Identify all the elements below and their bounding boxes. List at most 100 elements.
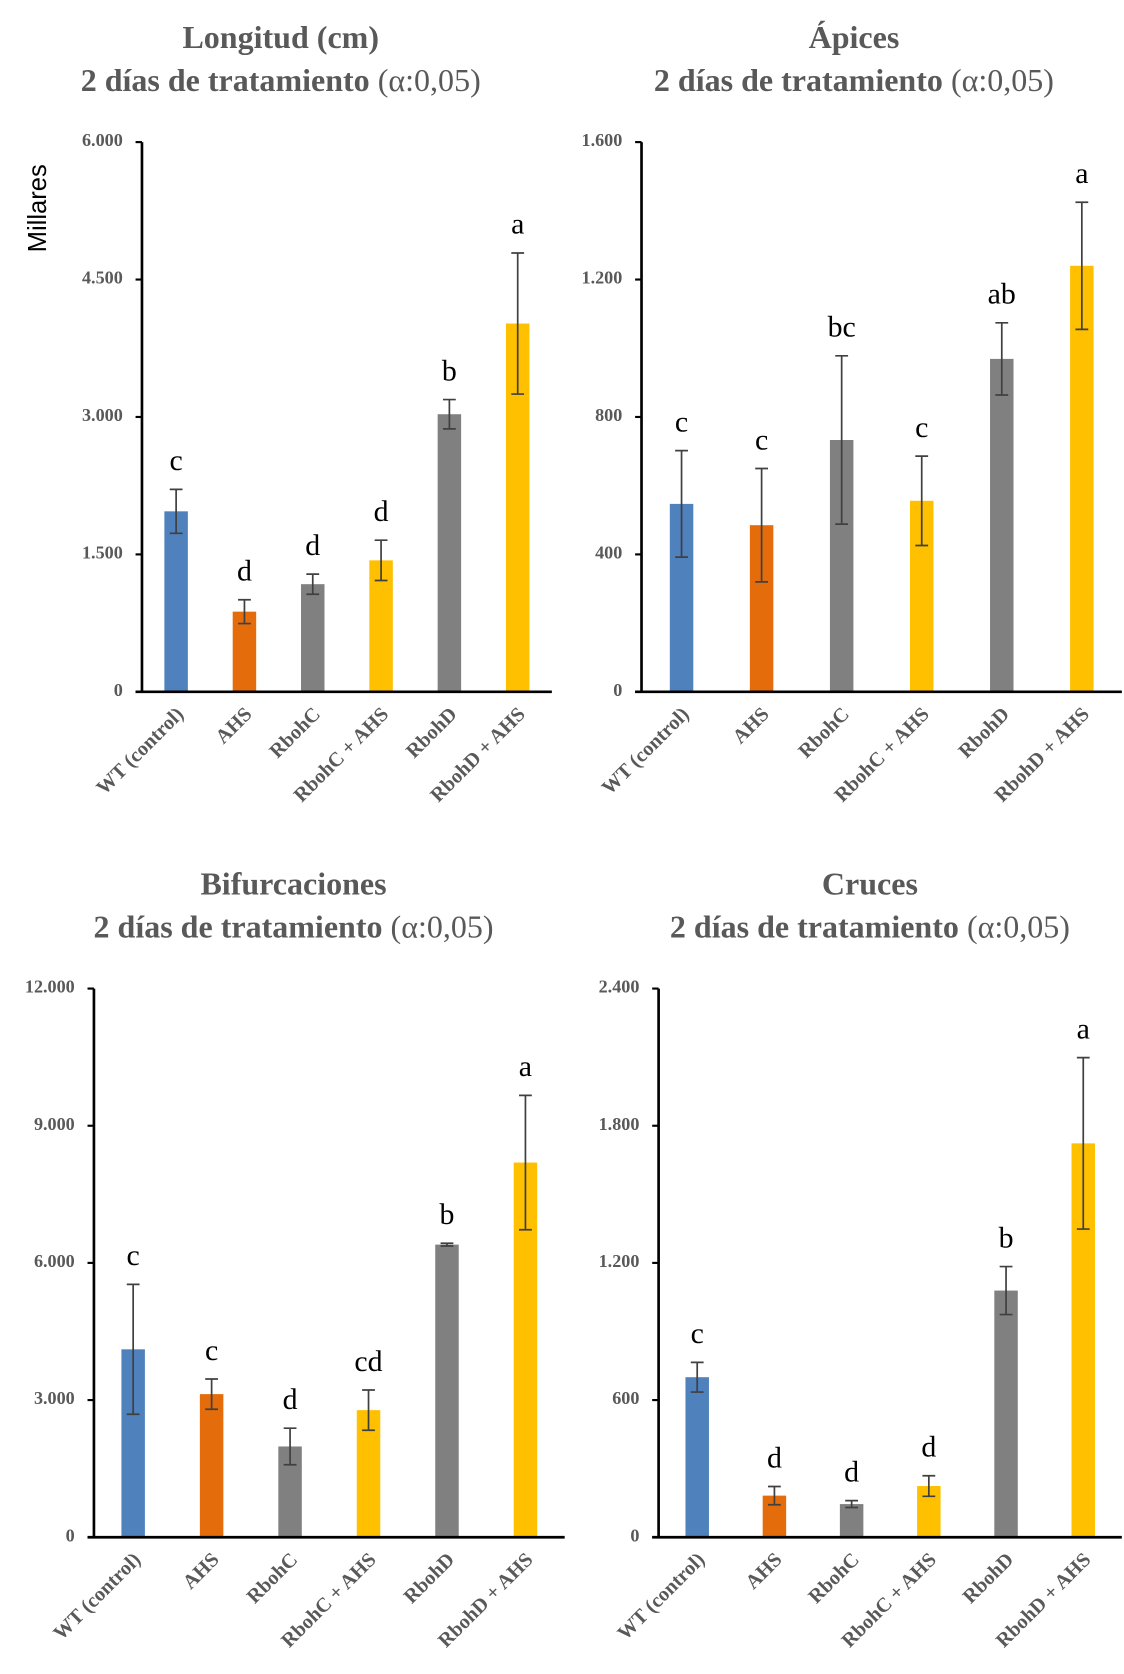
significance-letter: d: [767, 1441, 782, 1474]
significance-letter: c: [205, 1334, 218, 1367]
y-tick-label: 1.200: [599, 1251, 640, 1271]
x-tick-label: RbohD: [400, 1549, 459, 1608]
x-tick-label: WT (control): [613, 1549, 709, 1645]
bar: [356, 1410, 381, 1538]
x-tick-label: RbohD: [959, 1549, 1018, 1608]
y-tick-label: 2.400: [599, 977, 640, 997]
x-tick-label: AHS: [741, 1549, 786, 1594]
error-bar: [999, 1265, 1013, 1316]
x-tick-label: WT (control): [598, 703, 694, 799]
bar: [1070, 265, 1094, 692]
error-bar: [1076, 1056, 1090, 1230]
x-tick-label: RbohC: [794, 703, 853, 762]
x-tick-label: RbohC: [804, 1549, 863, 1608]
subtitle-note: (α:0,05): [967, 908, 1070, 944]
error-bar: [205, 1378, 219, 1411]
y-tick-label: 0: [630, 1525, 639, 1545]
error-bar: [238, 598, 251, 625]
error-bar: [845, 1499, 859, 1509]
error-bar: [690, 1361, 704, 1393]
chart-title: Bifurcaciones: [200, 866, 386, 902]
y-tick-label: 1.800: [599, 1114, 640, 1134]
error-bar: [519, 1094, 532, 1231]
significance-letter: d: [844, 1455, 859, 1488]
x-tick-label: RbohC: [265, 703, 324, 762]
error-bar: [755, 467, 769, 583]
error-bar: [440, 1242, 454, 1247]
significance-letter: b: [442, 354, 457, 387]
y-tick-label: 6.000: [34, 1251, 75, 1271]
error-bar: [362, 1389, 375, 1432]
chart-title: Cruces: [822, 866, 918, 902]
chart-title: Ápices: [809, 19, 900, 55]
significance-letter: d: [237, 555, 252, 588]
significance-letter: b: [440, 1198, 455, 1231]
y-tick-label: 600: [612, 1388, 639, 1408]
x-tick-label: AHS: [729, 703, 774, 748]
significance-letter: d: [283, 1383, 298, 1416]
error-bar: [374, 539, 388, 582]
error-bar: [442, 398, 456, 430]
significance-letter: c: [915, 411, 928, 444]
y-tick-label: 0: [114, 680, 123, 700]
bar: [369, 560, 393, 692]
subtitle-text: 2 días de tratamiento: [81, 62, 370, 98]
significance-letter: d: [305, 529, 320, 562]
y-tick-label: 1.600: [582, 130, 623, 150]
significance-letter: d: [921, 1431, 936, 1464]
significance-letter: c: [127, 1239, 140, 1272]
chart-subtitle: 2 días de tratamiento (α:0,05): [670, 908, 1070, 944]
bar: [505, 323, 530, 692]
x-tick-label: RbohC: [243, 1549, 302, 1608]
y-tick-label: 9.000: [34, 1114, 75, 1134]
subtitle-text: 2 días de tratamiento: [94, 908, 383, 944]
chart-subtitle: 2 días de tratamiento (α:0,05): [94, 908, 494, 944]
y-tick-label: 0: [66, 1525, 75, 1545]
y-tick-label: 0: [613, 680, 622, 700]
bar: [232, 611, 257, 692]
bar: [301, 584, 325, 692]
y-tick-label: 3.000: [82, 405, 123, 425]
y-tick-label: 6.000: [82, 130, 123, 150]
error-bar: [675, 449, 688, 559]
x-tick-label: RbohD: [954, 703, 1013, 762]
error-bar: [511, 252, 525, 395]
x-tick-label: WT (control): [92, 703, 188, 799]
bar: [762, 1495, 787, 1538]
significance-letter: c: [691, 1317, 704, 1350]
subtitle-text: 2 días de tratamiento: [654, 62, 943, 98]
significance-letter: c: [169, 444, 182, 477]
significance-letter: d: [374, 495, 389, 528]
chart-subtitle: 2 días de tratamiento (α:0,05): [81, 62, 481, 98]
error-bar: [126, 1283, 140, 1416]
error-bar: [922, 1474, 936, 1498]
y-tick-label: 4.500: [82, 268, 123, 288]
error-bar: [835, 354, 849, 526]
bar: [513, 1162, 538, 1538]
x-tick-label: AHS: [211, 703, 256, 748]
y-tick-label: 800: [595, 405, 622, 425]
significance-letter: cd: [354, 1345, 382, 1378]
bar: [829, 439, 854, 692]
y-tick-label: 12.000: [25, 977, 75, 997]
bar: [839, 1504, 864, 1538]
bar: [199, 1394, 224, 1538]
significance-letter: c: [755, 423, 768, 456]
y-tick-label: 400: [595, 543, 622, 563]
bar: [669, 503, 694, 692]
error-bar: [768, 1485, 781, 1506]
chart-subtitle: 2 días de tratamiento (α:0,05): [654, 62, 1054, 98]
x-tick-label: WT (control): [49, 1549, 145, 1645]
x-tick-label: AHS: [179, 1549, 224, 1594]
y-tick-label: 1.500: [82, 543, 123, 563]
bar: [437, 414, 462, 692]
error-bar: [283, 1427, 297, 1466]
bar: [121, 1349, 145, 1538]
significance-letter: c: [675, 405, 688, 438]
significance-letter: a: [511, 208, 524, 241]
error-bar: [915, 455, 929, 547]
bar: [909, 500, 934, 692]
chart-title: Longitud (cm): [182, 19, 379, 55]
bar: [164, 511, 188, 692]
